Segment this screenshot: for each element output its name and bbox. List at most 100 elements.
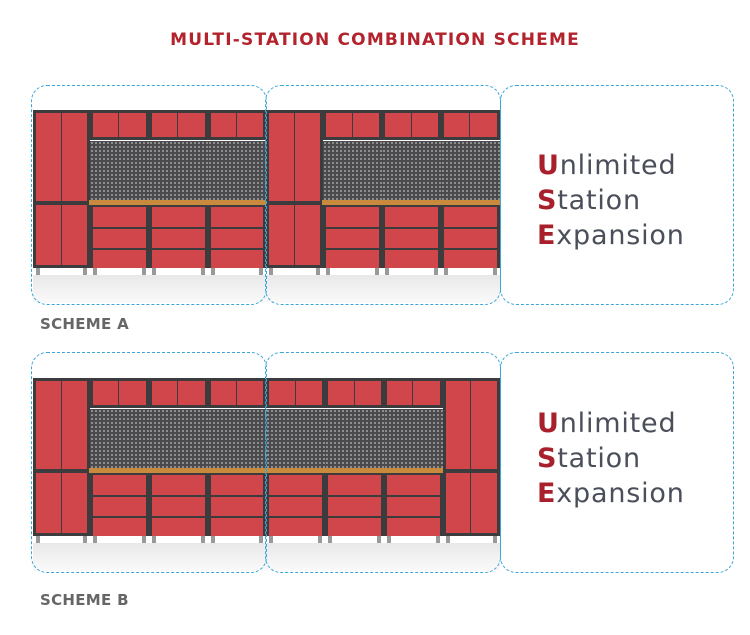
cabinet-door <box>61 113 87 201</box>
drawer <box>93 518 146 536</box>
cabinet-door <box>385 113 411 137</box>
leg <box>269 268 274 275</box>
drawer <box>210 207 264 227</box>
leg <box>328 536 333 543</box>
drawer <box>93 250 146 268</box>
cabinet-door <box>470 113 497 137</box>
station-outline <box>265 352 501 573</box>
pegboard <box>325 409 384 468</box>
cabinet-door <box>326 113 352 137</box>
cabinet-door <box>151 381 178 405</box>
cabinet-door <box>269 113 294 201</box>
scheme-a-label: SCHEME A <box>40 315 130 333</box>
cabinet-door <box>178 113 205 137</box>
leg <box>269 536 274 543</box>
cabinet-door <box>61 473 87 533</box>
worktop <box>206 468 268 473</box>
cabinet-door <box>119 381 146 405</box>
cabinet-door <box>36 473 61 533</box>
drawer <box>93 497 146 516</box>
drawer <box>385 229 438 248</box>
cabinet-door <box>36 113 61 201</box>
pegboard <box>90 409 149 468</box>
expansion-box <box>500 352 734 573</box>
leg <box>36 536 40 543</box>
leg <box>377 536 381 543</box>
drawer <box>326 229 380 248</box>
worktop <box>89 200 150 205</box>
cabinet-door <box>354 381 381 405</box>
cabinet-door <box>445 381 471 469</box>
drawer <box>93 475 146 495</box>
drawer <box>93 229 146 248</box>
drawer <box>328 518 381 536</box>
cabinet-door <box>93 113 119 137</box>
cabinet-door <box>61 205 87 265</box>
worktop <box>147 200 209 205</box>
leg <box>151 536 156 543</box>
pegboard <box>441 141 500 200</box>
cabinet-door <box>36 381 61 469</box>
leg <box>435 536 440 543</box>
drawer <box>444 250 497 268</box>
drawer <box>387 518 440 536</box>
leg <box>83 536 87 543</box>
leg <box>210 536 215 543</box>
leg <box>492 268 497 275</box>
pegboard <box>207 409 267 468</box>
leg <box>259 268 264 275</box>
slogan: Unlimited Station Expansion <box>537 408 685 509</box>
cabinet-door <box>295 381 323 405</box>
worktop <box>324 468 385 473</box>
pegboard <box>148 409 208 468</box>
pegboard <box>382 141 441 200</box>
leg <box>141 268 146 275</box>
drawer <box>269 518 323 536</box>
leg <box>200 268 205 275</box>
leg <box>434 268 438 275</box>
cabinet-door <box>269 381 295 405</box>
leg <box>151 268 156 275</box>
leg <box>385 268 390 275</box>
pegboard <box>90 141 149 200</box>
pegboard <box>323 141 383 200</box>
drawer <box>151 518 205 536</box>
drawer <box>326 250 380 268</box>
worktop <box>147 468 209 473</box>
cabinet-door <box>237 381 264 405</box>
drawer <box>210 250 264 268</box>
worktop <box>89 468 150 473</box>
cabinet-door <box>119 113 146 137</box>
cabinet-door <box>151 113 178 137</box>
drawer <box>210 475 264 495</box>
leg <box>318 536 323 543</box>
pegboard <box>148 141 208 200</box>
drawer <box>385 250 438 268</box>
station-outline <box>265 85 501 305</box>
cabinet-door <box>352 113 380 137</box>
drawer <box>328 475 381 495</box>
worktop <box>206 200 268 205</box>
pegboard <box>207 141 267 200</box>
pegboard <box>384 409 443 468</box>
cabinet-door <box>269 205 294 265</box>
cabinet-door <box>444 113 470 137</box>
drawer <box>210 229 264 248</box>
drawer <box>93 207 146 227</box>
worktop <box>322 200 384 205</box>
drawer <box>151 207 205 227</box>
leg <box>387 536 391 543</box>
cabinet-door <box>387 381 413 405</box>
drawer <box>151 250 205 268</box>
leg <box>445 536 450 543</box>
cabinet-door <box>93 381 119 405</box>
drawer <box>210 518 264 536</box>
cabinet-door <box>294 205 321 265</box>
leg <box>36 268 40 275</box>
cabinet-door <box>178 381 205 405</box>
drawer <box>387 475 440 495</box>
drawer <box>151 497 205 516</box>
cabinet-door <box>445 473 471 533</box>
cabinet-door <box>471 473 497 533</box>
worktop <box>265 468 327 473</box>
